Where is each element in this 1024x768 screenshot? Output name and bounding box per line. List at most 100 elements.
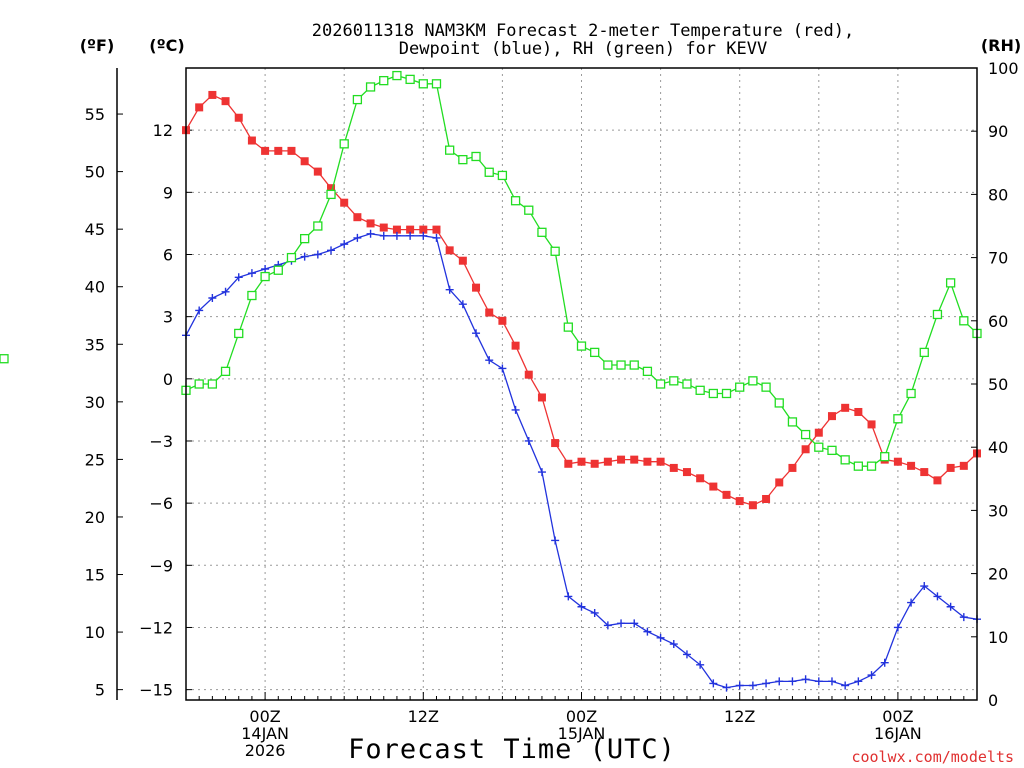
rh-tick-label: 30 bbox=[988, 501, 1008, 520]
fahrenheit-tick-label: 35 bbox=[85, 335, 105, 354]
rh-point bbox=[629, 360, 639, 370]
temperature-point bbox=[907, 461, 916, 470]
rh-point bbox=[906, 388, 916, 399]
rh-point bbox=[721, 388, 732, 399]
x-tick-label: 12Z bbox=[408, 707, 439, 726]
temperature-point bbox=[208, 90, 217, 99]
rh-point bbox=[0, 354, 9, 364]
dewpoint-point bbox=[472, 329, 481, 338]
rh-tick-label: 50 bbox=[988, 375, 1008, 394]
temperature-point bbox=[748, 501, 757, 510]
temperature-point bbox=[419, 225, 428, 234]
temperature-point bbox=[630, 455, 639, 464]
rh-point bbox=[800, 429, 811, 440]
series-line bbox=[185, 94, 978, 506]
temperature-point bbox=[287, 146, 296, 155]
dewpoint-point bbox=[617, 619, 626, 628]
rh-tick-label: 90 bbox=[988, 122, 1008, 141]
dewpoint-point bbox=[195, 306, 204, 315]
temperature-point bbox=[392, 225, 401, 234]
dewpoint-point bbox=[775, 677, 784, 686]
temperature-point bbox=[300, 157, 309, 166]
celsius-tick-label: 6 bbox=[163, 245, 173, 264]
rh-point bbox=[655, 379, 666, 389]
dewpoint-point bbox=[656, 633, 665, 642]
celsius-tick-label: −15 bbox=[139, 681, 173, 700]
rh-point bbox=[945, 278, 956, 288]
rh-point bbox=[919, 347, 929, 358]
rh-point bbox=[550, 246, 560, 256]
rh-point bbox=[603, 360, 613, 370]
dewpoint-point bbox=[827, 677, 836, 686]
rh-point bbox=[735, 382, 745, 392]
rh-point bbox=[880, 452, 890, 462]
rh-point bbox=[339, 139, 349, 149]
fahrenheit-tick-label: 30 bbox=[85, 393, 105, 412]
celsius-unit-label: (ºC) bbox=[149, 36, 184, 55]
temperature-point bbox=[893, 457, 902, 466]
rh-point bbox=[220, 366, 231, 377]
dewpoint-point bbox=[867, 671, 876, 680]
dewpoint-point bbox=[485, 356, 494, 365]
dewpoint-point bbox=[564, 592, 573, 601]
temperature-point bbox=[722, 490, 731, 499]
celsius-tick-label: 0 bbox=[163, 370, 173, 389]
dewpoint-point bbox=[511, 405, 520, 414]
rh-point bbox=[814, 442, 824, 452]
rh-point bbox=[576, 341, 587, 351]
temperature-point bbox=[709, 482, 718, 491]
temperature-point bbox=[340, 198, 349, 207]
rh-point bbox=[234, 328, 244, 339]
dewpoint-point bbox=[577, 602, 586, 611]
fahrenheit-tick-label: 40 bbox=[85, 278, 105, 297]
rh-tick-label: 40 bbox=[988, 438, 1008, 457]
temperature-point bbox=[511, 341, 520, 350]
series-celsius-plus bbox=[182, 229, 981, 692]
dewpoint-point bbox=[630, 619, 639, 628]
rh-point bbox=[787, 417, 798, 427]
temperature-point bbox=[353, 213, 362, 222]
rh-point bbox=[748, 376, 758, 386]
rh-point bbox=[299, 233, 310, 244]
temperature-point bbox=[656, 457, 665, 466]
rh-point bbox=[827, 445, 837, 456]
dewpoint-point bbox=[313, 250, 322, 259]
temperature-point bbox=[221, 97, 230, 106]
dewpoint-point bbox=[669, 640, 678, 649]
temperature-point bbox=[775, 478, 784, 487]
temperature-point bbox=[313, 167, 322, 176]
rh-point bbox=[537, 227, 547, 237]
watermark: coolwx.com/modelts bbox=[851, 748, 1014, 766]
dewpoint-point bbox=[682, 650, 691, 659]
temperature-point bbox=[485, 308, 494, 317]
rh-point bbox=[352, 94, 363, 105]
temperature-point bbox=[814, 428, 823, 437]
temperature-point bbox=[379, 223, 388, 232]
temperature-point bbox=[801, 445, 810, 454]
dewpoint-point bbox=[392, 231, 401, 240]
dewpoint-point bbox=[920, 582, 929, 591]
rh-point bbox=[379, 75, 389, 86]
plot-frame bbox=[185, 67, 978, 701]
rh-point bbox=[418, 79, 428, 89]
dewpoint-point bbox=[946, 602, 955, 611]
rh-point bbox=[893, 414, 903, 424]
x-tick-label: 16JAN bbox=[874, 724, 922, 743]
x-tick-label: 00Z bbox=[882, 707, 913, 726]
temperature-point bbox=[669, 463, 678, 472]
temperature-point bbox=[551, 439, 560, 448]
dewpoint-point bbox=[880, 658, 889, 667]
temperature-point bbox=[274, 146, 283, 155]
dewpoint-point bbox=[590, 608, 599, 617]
temperature-point bbox=[234, 113, 243, 122]
dewpoint-point bbox=[445, 285, 454, 294]
rh-point bbox=[445, 145, 455, 155]
temperature-point bbox=[643, 457, 652, 466]
rh-point bbox=[761, 382, 771, 392]
fahrenheit-tick-label: 15 bbox=[85, 566, 105, 585]
temperature-point bbox=[366, 219, 375, 228]
rh-point bbox=[392, 70, 402, 81]
rh-point bbox=[616, 360, 626, 370]
dewpoint-point bbox=[735, 681, 744, 690]
dewpoint-point bbox=[709, 679, 718, 688]
